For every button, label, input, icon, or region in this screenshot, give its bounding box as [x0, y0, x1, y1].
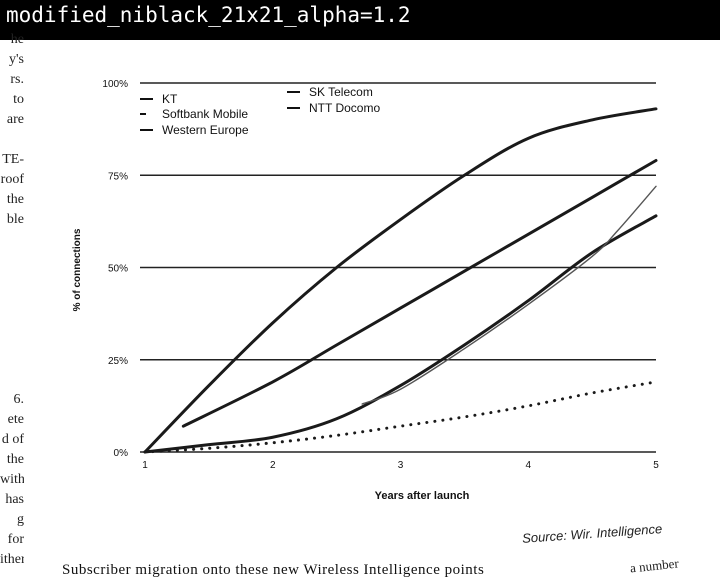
legend-label: SK Telecom: [309, 85, 373, 99]
image-title: modified_niblack_21x21_alpha=1.2: [6, 3, 411, 27]
left-text-fragment: g for: [7, 512, 24, 547]
left-text-fragment: are: [6, 112, 24, 127]
y-tick-label: 75%: [108, 171, 128, 182]
legend-label: Western Europe: [162, 123, 249, 137]
legend-label: Softbank Mobile: [162, 107, 248, 121]
y-tick-label: 50%: [108, 264, 128, 275]
x-tick-label: 4: [525, 460, 531, 471]
x-tick-label: 3: [398, 460, 404, 471]
left-text-fragment: the: [6, 452, 24, 467]
left-text-fragment: TE-: [2, 152, 24, 167]
y-tick-label: 0%: [114, 448, 129, 459]
y-tick-label: 25%: [108, 356, 128, 367]
x-tick-labels: 1 2 3 4 5: [142, 460, 659, 471]
left-text-fragment: with: [0, 472, 24, 487]
left-text-fragment: rs.: [10, 72, 24, 87]
legend-label: KT: [162, 92, 178, 106]
body-text-line: Subscriber migration onto these new Wire…: [62, 562, 485, 578]
y-axis-label: % of connections: [72, 228, 83, 311]
y-tick-label: 100%: [102, 79, 128, 90]
x-axis-label: Years after launch: [375, 490, 470, 502]
left-text-fragment: y's: [9, 52, 24, 67]
series-line-kt: [143, 107, 658, 454]
series-line-sk-telecom: [143, 214, 658, 454]
left-text-fragment: he: [10, 32, 24, 47]
image-title-bar: modified_niblack_21x21_alpha=1.2: [0, 0, 720, 40]
left-text-fragment: has: [5, 492, 24, 507]
left-column-text-fragments: he y's rs. to are TE-roof the ble 6. ete d of the…: [0, 30, 24, 570]
left-text-fragment: to: [13, 92, 24, 107]
legend-label: NTT Docomo: [309, 101, 380, 115]
left-text-fragment: ither: [0, 552, 24, 567]
x-tick-label: 1: [142, 460, 148, 471]
x-tick-label: 5: [653, 460, 659, 471]
y-tick-labels: 0% 25% 50% 75% 100%: [102, 79, 128, 459]
left-text-fragment: 6.: [13, 392, 25, 407]
left-text-fragment: d of: [1, 432, 24, 447]
series-line-softbank-mobile: [361, 185, 657, 405]
left-text-fragment: ete: [7, 412, 24, 427]
series-lines: [143, 107, 658, 454]
series-line-ntt-docomo: [181, 158, 658, 428]
x-tick-label: 2: [270, 460, 276, 471]
left-text-fragment: ble: [6, 212, 24, 227]
left-text-fragment: roof: [0, 172, 24, 187]
left-text-fragment: the: [6, 192, 24, 207]
series-line-western-europe: [143, 380, 658, 454]
